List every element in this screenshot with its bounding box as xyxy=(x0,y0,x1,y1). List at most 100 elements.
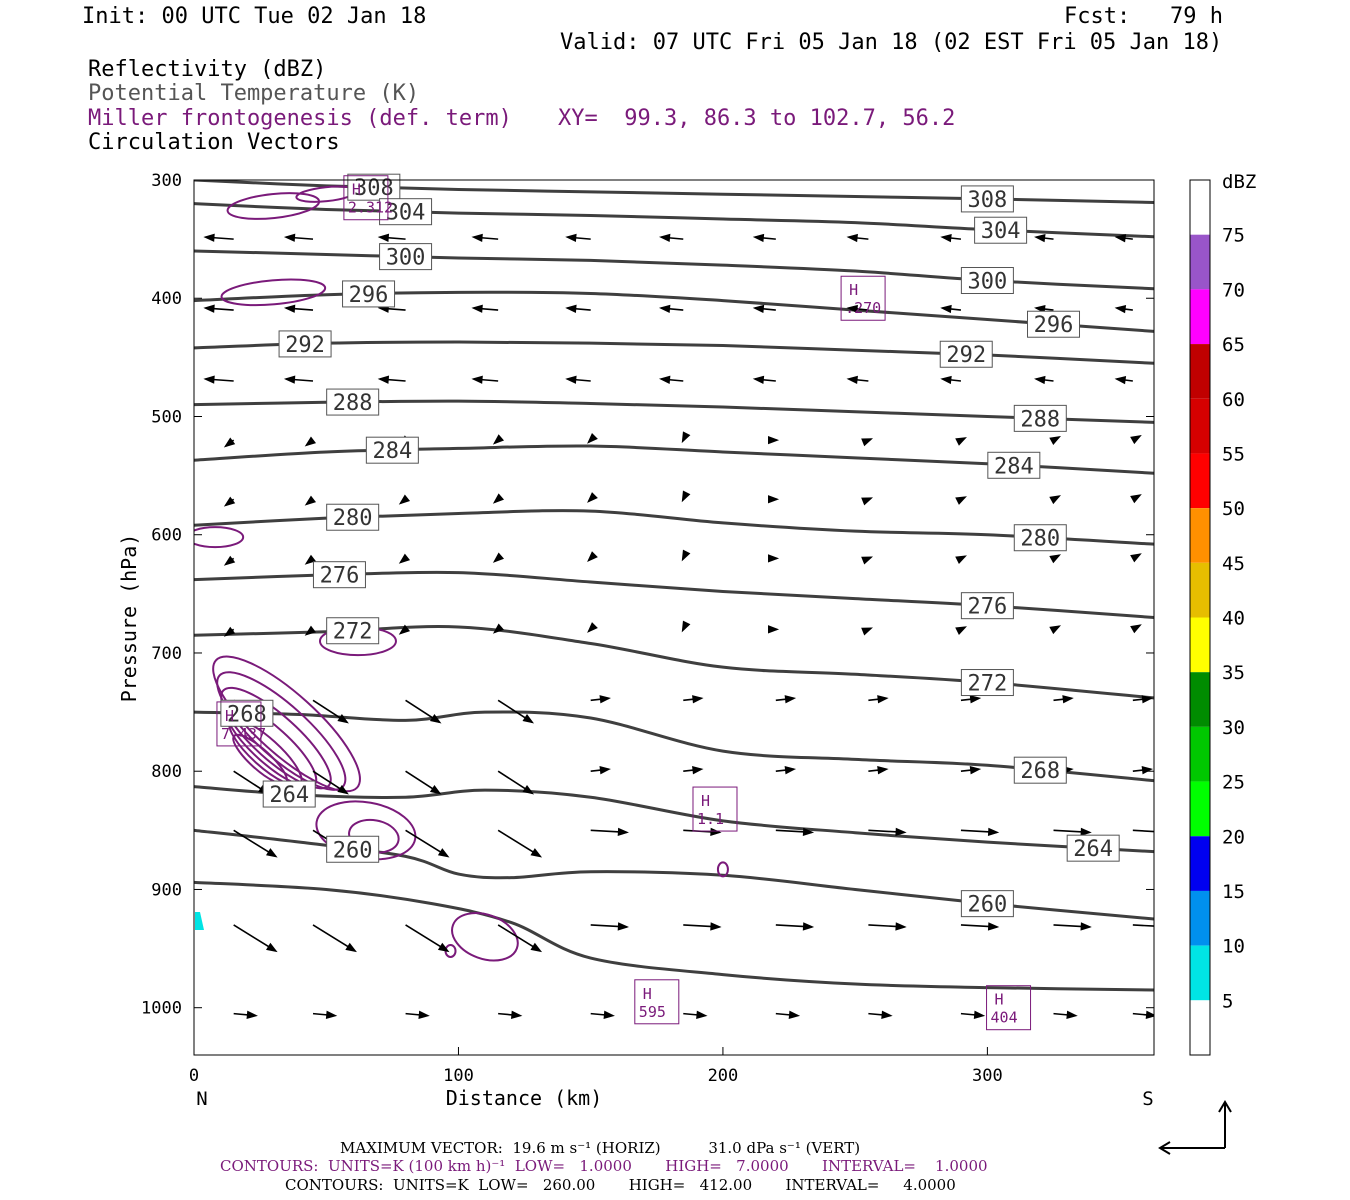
field-theta: Potential Temperature (K) xyxy=(88,81,420,106)
vector-head xyxy=(658,375,671,384)
vector-head xyxy=(603,1010,615,1019)
fronto-contour xyxy=(212,655,361,793)
circulation-vector xyxy=(1132,924,1154,927)
theta-label-box xyxy=(1066,834,1120,862)
vector-head xyxy=(398,553,411,564)
vector-head xyxy=(283,375,296,384)
theta-label: 276 xyxy=(968,595,1008,620)
field-frontogenesis: Miller frontogenesis (def. term) xyxy=(88,106,512,131)
fronto-max-box xyxy=(692,786,738,832)
colorbar-tick-label: 15 xyxy=(1222,881,1245,903)
vector-head xyxy=(492,434,505,445)
vector-head xyxy=(1161,829,1169,835)
vector-head xyxy=(398,624,411,635)
vector-head xyxy=(587,432,598,444)
vector-head xyxy=(530,848,543,858)
theta-label: 260 xyxy=(968,893,1008,918)
vector-head xyxy=(1049,495,1062,505)
vector-head xyxy=(492,493,505,504)
vector-head xyxy=(471,304,483,313)
vector-head xyxy=(510,1010,523,1019)
colorbar-frame xyxy=(1189,179,1211,1056)
vector-head xyxy=(266,848,278,858)
vector-head xyxy=(492,623,505,634)
vector-head xyxy=(752,304,765,314)
vector-head xyxy=(522,784,535,795)
vector-head xyxy=(1034,375,1046,385)
vector-head xyxy=(337,784,349,795)
vector-head xyxy=(861,556,873,565)
theta-label: 264 xyxy=(269,783,309,808)
vector-head xyxy=(304,495,317,506)
vector-head xyxy=(203,375,215,384)
fronto-contour xyxy=(451,912,519,962)
vector-head xyxy=(940,233,952,243)
vector-head xyxy=(283,233,296,242)
vector-head xyxy=(471,233,483,242)
theta-label: 264 xyxy=(1073,837,1113,862)
vector-head xyxy=(283,304,296,313)
vector-head xyxy=(969,766,982,775)
vector-head xyxy=(681,490,691,503)
colorbar-tick-label: 70 xyxy=(1222,279,1245,301)
x-axis-label: Distance (km) xyxy=(446,1086,603,1110)
vector-head xyxy=(203,233,215,242)
theta-label-box xyxy=(1013,756,1067,784)
vector-head xyxy=(1049,436,1062,445)
colorbar-segment xyxy=(1190,453,1210,509)
fronto-max-h: H xyxy=(352,181,361,199)
vector-head xyxy=(587,622,598,633)
vector-head xyxy=(681,620,691,633)
theta-label-box xyxy=(987,451,1041,479)
max-vector-info: MAXIMUM VECTOR: 19.6 m s⁻¹ (HORIZ) 31.0 … xyxy=(340,1139,861,1157)
vector-head xyxy=(955,626,967,635)
vector-head xyxy=(696,1010,708,1019)
vector-head xyxy=(377,233,390,242)
colorbar-tick-label: 25 xyxy=(1222,772,1245,794)
theta-label-box xyxy=(379,243,433,271)
fronto-max-h: H xyxy=(643,985,652,1003)
y-tick-label: 700 xyxy=(151,644,182,664)
vector-head xyxy=(768,625,780,634)
vector-head xyxy=(1141,766,1154,775)
theta-contour xyxy=(194,880,1154,992)
vector-head xyxy=(304,625,317,636)
colorbar-tick-label: 20 xyxy=(1222,826,1245,848)
field-vectors: Circulation Vectors xyxy=(88,130,340,155)
vector-head xyxy=(861,438,873,447)
vector-head xyxy=(1114,234,1127,243)
vector-head xyxy=(846,375,858,385)
theta-label: 292 xyxy=(285,333,325,358)
vector-head xyxy=(617,922,629,931)
theta-contour xyxy=(194,785,1154,854)
theta-label-box xyxy=(347,173,401,201)
vector-head xyxy=(1080,827,1092,836)
colorbar-segment xyxy=(1190,344,1210,399)
theta-label: 284 xyxy=(372,439,412,464)
vector-head xyxy=(1130,624,1142,634)
vector-head xyxy=(973,1010,986,1019)
vector-head xyxy=(1049,554,1062,564)
vector-head xyxy=(599,695,611,704)
vector-head xyxy=(710,827,722,836)
theta-label: 272 xyxy=(333,620,373,645)
vector-head xyxy=(471,375,483,384)
north-label: N xyxy=(196,1088,207,1110)
fronto-max-value: 7.437 xyxy=(221,725,266,743)
y-tick-label: 1000 xyxy=(141,999,182,1019)
y-tick-label: 900 xyxy=(151,880,182,900)
theta-label: 288 xyxy=(333,391,373,416)
theta-label-box xyxy=(960,669,1014,697)
theta-label-box xyxy=(312,561,366,589)
colorbar-tick-label: 35 xyxy=(1222,662,1245,684)
colorbar-segment xyxy=(1190,562,1210,618)
x-tick-label: 200 xyxy=(708,1066,739,1086)
colorbar-segment xyxy=(1190,508,1210,563)
forecast-hour: Fcst: 79 h xyxy=(1064,4,1223,29)
fronto-max-box xyxy=(216,701,262,747)
vector-head xyxy=(599,766,611,775)
theta-label-box xyxy=(960,185,1014,213)
colorbar-segment xyxy=(1190,945,1210,1001)
theta-contour-info: CONTOURS: UNITS=K LOW= 260.00 HIGH= 412.… xyxy=(285,1176,956,1194)
colorbar-segment xyxy=(1190,836,1210,891)
